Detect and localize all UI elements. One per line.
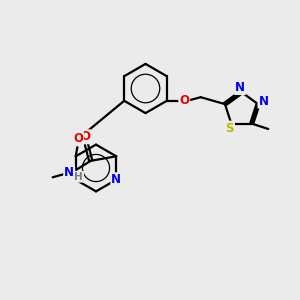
Text: O: O <box>73 132 83 146</box>
Text: S: S <box>226 122 234 135</box>
Text: O: O <box>179 94 189 107</box>
Text: N: N <box>258 94 268 108</box>
Text: H: H <box>74 172 83 182</box>
Text: O: O <box>80 130 90 143</box>
Text: N: N <box>111 173 121 186</box>
Text: N: N <box>235 81 245 94</box>
Text: N: N <box>64 166 74 179</box>
